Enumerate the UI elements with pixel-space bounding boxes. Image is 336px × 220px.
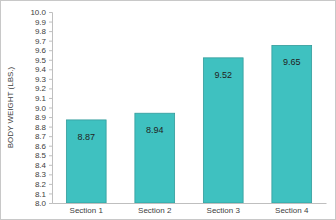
bar: [203, 58, 243, 203]
y-tick-label: 9.8: [35, 27, 47, 36]
data-label: 8.94: [146, 125, 164, 135]
y-tick: 8.9: [35, 113, 52, 122]
y-tick-mark: [49, 108, 52, 109]
y-tick: 9.2: [35, 84, 52, 93]
y-tick-mark: [49, 193, 52, 194]
data-label: 9.52: [214, 70, 232, 80]
y-tick-mark: [49, 98, 52, 99]
y-tick: 8.5: [35, 151, 52, 160]
y-tick: 9.7: [35, 37, 52, 46]
y-tick: 9.0: [35, 104, 52, 113]
bar: [66, 120, 106, 203]
y-tick-mark: [49, 22, 52, 23]
data-labels: 8.87 8.94 9.52 9.65: [77, 57, 300, 141]
y-tick: 9.5: [35, 56, 52, 65]
x-tick: Section 1: [70, 203, 104, 215]
y-tick-label: 8.9: [35, 113, 47, 122]
y-tick-mark: [49, 146, 52, 147]
y-tick-label: 9.7: [35, 37, 47, 46]
y-tick-label: 8.7: [35, 132, 47, 141]
x-tick-label: Section 1: [70, 206, 104, 215]
y-tick-label: 8.8: [35, 123, 47, 132]
y-tick-mark: [49, 79, 52, 80]
y-axis: 8.08.18.28.38.48.58.68.78.88.99.09.19.29…: [30, 8, 52, 208]
y-tick-mark: [49, 136, 52, 137]
y-tick-label: 8.3: [35, 170, 47, 179]
y-tick-mark: [49, 155, 52, 156]
y-tick: 8.2: [35, 180, 52, 189]
data-label: 9.65: [283, 57, 301, 67]
bar: [272, 45, 312, 203]
y-tick-label: 8.5: [35, 151, 47, 160]
y-tick: 9.8: [35, 27, 52, 36]
x-tick-label: Section 4: [275, 206, 309, 215]
x-tick: Section 3: [207, 203, 241, 215]
y-tick-mark: [49, 60, 52, 61]
y-tick-mark: [49, 184, 52, 185]
y-tick-label: 10.0: [30, 8, 46, 17]
y-tick: 8.4: [35, 161, 52, 170]
plot: 8.08.18.28.38.48.58.68.78.88.99.09.19.29…: [30, 8, 326, 215]
x-axis: Section 1 Section 2 Section 3 Section 4: [53, 203, 327, 215]
y-tick: 8.1: [35, 190, 52, 199]
chart: 8.08.18.28.38.48.58.68.78.88.99.09.19.29…: [0, 0, 336, 220]
y-tick-mark: [49, 41, 52, 42]
y-tick-label: 9.0: [35, 104, 47, 113]
y-tick-label: 9.4: [35, 65, 47, 74]
data-label: 8.87: [77, 132, 95, 142]
x-tick-label: Section 2: [138, 206, 172, 215]
y-tick-label: 8.6: [35, 142, 47, 151]
y-tick-mark: [49, 50, 52, 51]
y-tick-label: 9.3: [35, 75, 47, 84]
y-tick-label: 9.6: [35, 46, 47, 55]
y-tick-mark: [49, 165, 52, 166]
y-tick-label: 8.1: [35, 190, 47, 199]
y-tick: 9.1: [35, 94, 52, 103]
y-tick-mark: [49, 69, 52, 70]
y-tick-label: 8.2: [35, 180, 47, 189]
y-tick-mark: [49, 12, 52, 13]
chart-border: [1, 1, 336, 220]
y-axis-title: BODY WEIGHT (LBS.): [6, 66, 15, 148]
y-tick: 8.6: [35, 142, 52, 151]
x-tick: Section 4: [275, 203, 309, 215]
y-tick-label: 8.0: [35, 199, 47, 208]
y-tick-mark: [49, 117, 52, 118]
y-axis-line: [49, 13, 53, 204]
y-tick: 9.6: [35, 46, 52, 55]
y-tick-label: 9.5: [35, 56, 47, 65]
x-tick: Section 2: [138, 203, 172, 215]
y-tick: 9.9: [35, 18, 52, 27]
y-tick-label: 8.4: [35, 161, 47, 170]
y-tick: 9.3: [35, 75, 52, 84]
y-tick-mark: [49, 203, 52, 204]
bars: [66, 45, 311, 203]
y-tick: 10.0: [30, 8, 52, 17]
y-tick: 8.0: [35, 199, 52, 208]
y-tick-mark: [49, 174, 52, 175]
y-tick: 8.8: [35, 123, 52, 132]
y-tick: 8.7: [35, 132, 52, 141]
x-tick-label: Section 3: [207, 206, 241, 215]
x-axis-line: [53, 203, 327, 204]
y-tick: 9.4: [35, 65, 52, 74]
y-tick-mark: [49, 31, 52, 32]
y-tick-mark: [49, 127, 52, 128]
y-tick: 8.3: [35, 170, 52, 179]
y-tick-label: 9.1: [35, 94, 47, 103]
y-tick-label: 9.9: [35, 18, 47, 27]
bar: [135, 113, 175, 203]
y-tick-mark: [49, 88, 52, 89]
y-tick-label: 9.2: [35, 84, 47, 93]
